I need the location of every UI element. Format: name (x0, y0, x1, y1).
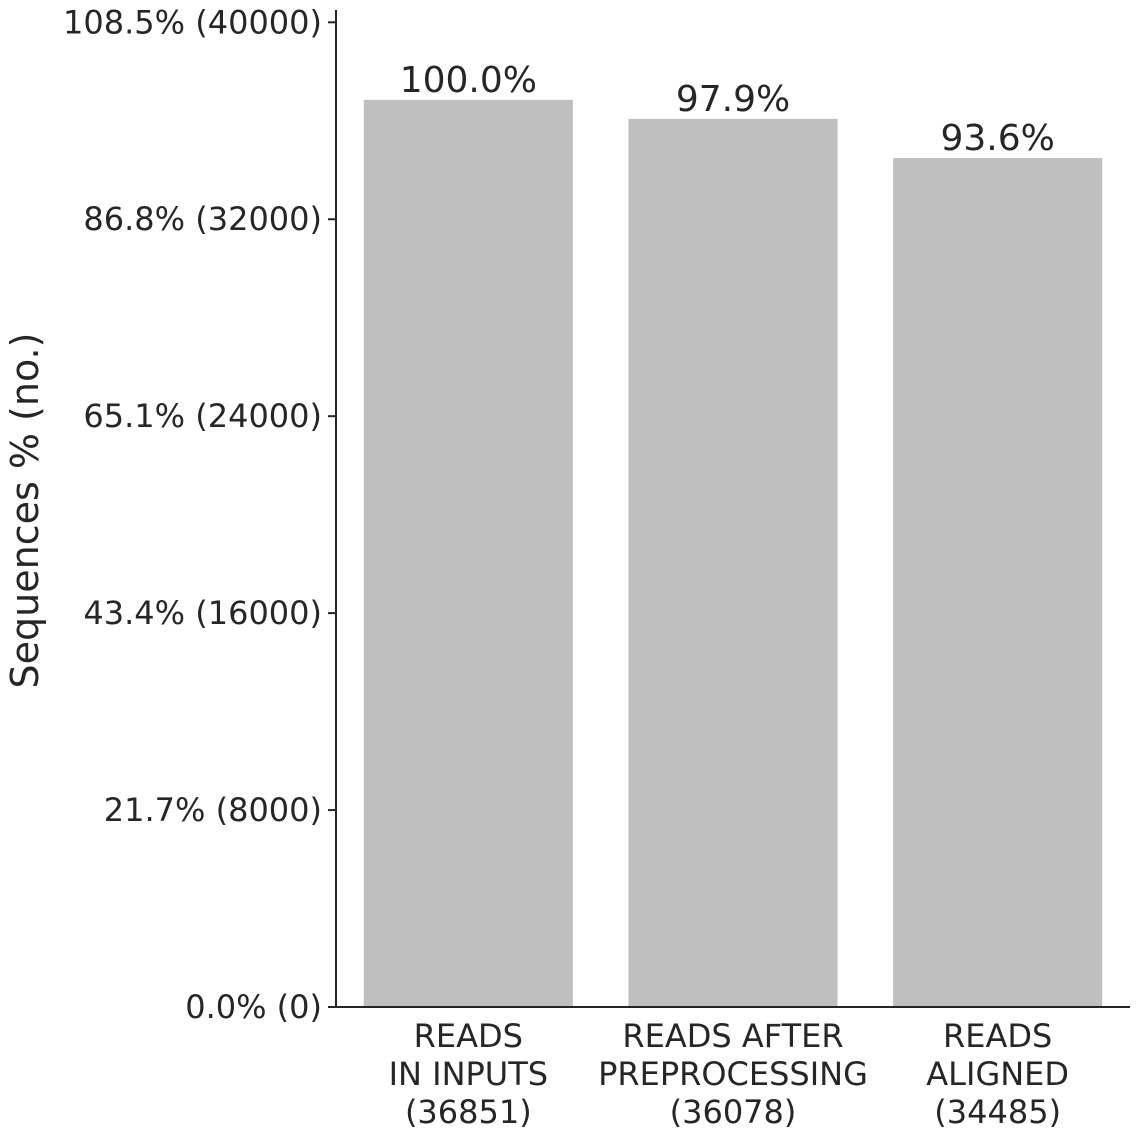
y-axis-label: Sequences % (no.) (3, 333, 47, 689)
x-tick-label-2: READS AFTER PREPROCESSING (36078) (598, 1017, 868, 1131)
y-tick-label-5: 86.8% (32000) (83, 200, 322, 238)
y-tick-label-3: 43.4% (16000) (83, 594, 322, 632)
x-tick-label-line: (34485) (934, 1093, 1061, 1131)
x-tick-label-line: PREPROCESSING (598, 1055, 868, 1093)
x-tick-label-line: (36851) (405, 1093, 532, 1131)
y-tick-label-2: 21.7% (8000) (104, 791, 322, 829)
x-tick-label-line: READS (943, 1017, 1052, 1055)
x-tick-label-line: ALIGNED (926, 1055, 1069, 1093)
x-tick-label-line: (36078) (670, 1093, 797, 1131)
bar-value-label-3: 93.6% (940, 118, 1054, 159)
x-tick-label-1: READS IN INPUTS (36851) (389, 1017, 549, 1131)
bar-value-label-1: 100.0% (400, 60, 537, 101)
x-tick-label-line: READS (414, 1017, 523, 1055)
bars-group (363, 99, 1103, 1008)
y-tick-label-4: 65.1% (24000) (83, 397, 322, 435)
bar-labels-group: 100.0% 97.9% 93.6% (400, 60, 1055, 159)
x-tick-label-line: READS AFTER (622, 1017, 843, 1055)
bar-3 (893, 158, 1103, 1007)
bar-2 (628, 118, 838, 1008)
x-ticks-group: READS IN INPUTS (36851)READS AFTER PREPROCE… (389, 1017, 1069, 1131)
y-tick-label-6: 108.5% (40000) (63, 3, 322, 41)
bar-value-label-2: 97.9% (676, 79, 790, 120)
x-tick-label-line: IN INPUTS (389, 1055, 549, 1093)
bar-1 (363, 99, 573, 1007)
x-tick-label-3: READS ALIGNED (34485) (926, 1017, 1069, 1131)
y-tick-label-1: 0.0% (0) (185, 988, 322, 1026)
y-ticks-group: 0.0% (0) 21.7% (8000) 43.4% (16000) 65.1% (… (63, 3, 336, 1026)
